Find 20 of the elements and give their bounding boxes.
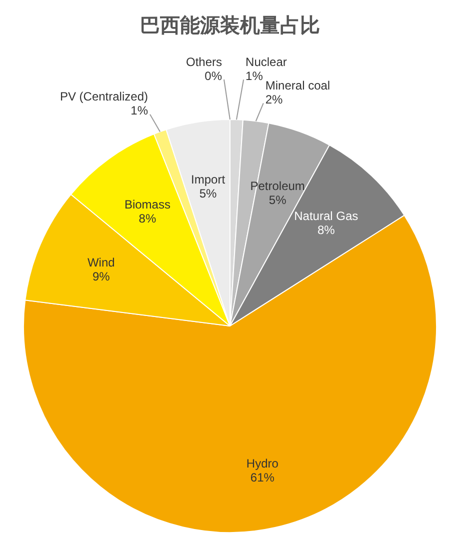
data-label: 2%: [265, 92, 284, 107]
slice-label: Import: [191, 172, 226, 187]
category-label: Others: [186, 54, 222, 69]
text: 0%: [204, 68, 222, 83]
slice-label: Mineral coal: [265, 78, 330, 93]
data-label: 5%: [199, 186, 218, 201]
data-label: 1%: [130, 104, 148, 118]
chart-title: 巴西能源装机量占比: [139, 12, 321, 39]
slice-label: Biomass: [124, 198, 170, 212]
slice-label: Wind: [87, 256, 115, 270]
data-label: 61%: [250, 470, 275, 484]
data-label: 5%: [268, 193, 287, 208]
data-label: 8%: [317, 222, 336, 237]
data-label: 8%: [138, 212, 156, 226]
slice-label: Nuclear: [246, 54, 287, 69]
data-label: 1%: [246, 68, 264, 83]
slice-label: PV (Centralized): [60, 90, 148, 104]
data-label: 9%: [92, 270, 110, 284]
slice-label: Natural Gas: [294, 208, 358, 223]
slice-label: Hydro: [246, 456, 279, 470]
